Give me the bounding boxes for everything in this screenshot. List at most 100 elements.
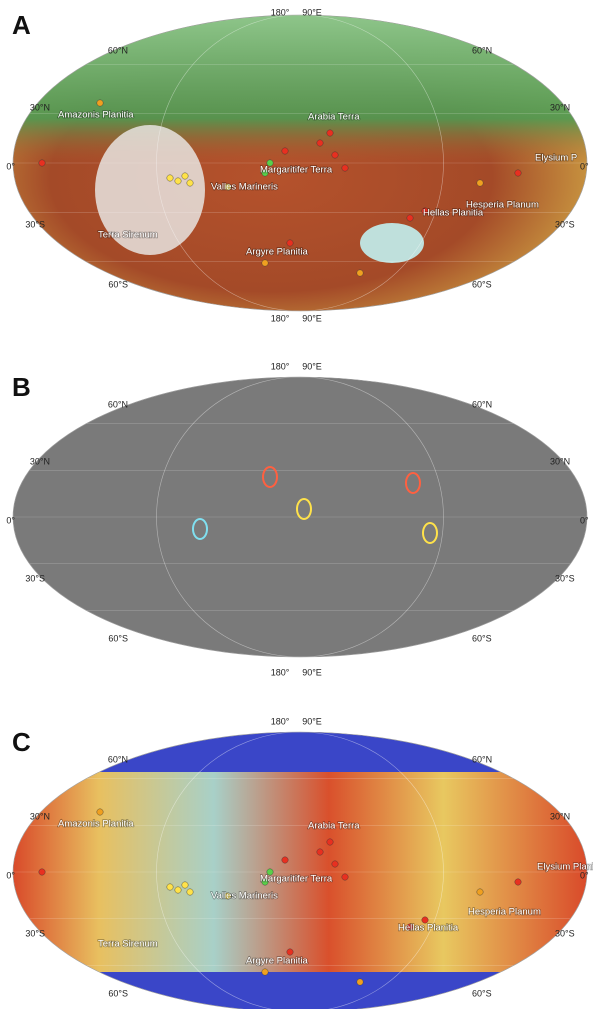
place-label: Elysium Planitia bbox=[537, 862, 593, 873]
grid-label: 30°S bbox=[25, 219, 45, 229]
grid-label: 60°S bbox=[108, 279, 128, 289]
site-dot bbox=[282, 857, 288, 863]
place-label: Margaritifer Terra bbox=[260, 874, 333, 885]
map-panel: B 180° 90°E 60°N 60°N 30°N 30°N 0° 0° 30°S 30°S 60°… bbox=[6, 361, 589, 677]
map bbox=[13, 732, 587, 1009]
grid-label: 90°E bbox=[302, 716, 322, 726]
site-dot bbox=[167, 884, 173, 890]
site-dot bbox=[477, 180, 483, 186]
grid-label: 60°N bbox=[472, 754, 492, 764]
grid-label: 30°N bbox=[30, 811, 50, 821]
grid-label: 0° bbox=[580, 161, 589, 171]
grid-label: 180° bbox=[271, 7, 290, 17]
site-dot bbox=[175, 887, 181, 893]
north-cap bbox=[13, 732, 587, 772]
site-dot bbox=[327, 130, 333, 136]
grid-label: 180° bbox=[271, 361, 290, 371]
figure: A 180° 90°E 60°N 60°N 30°N 30°N 0° 0° 30°S 30°S 60°… bbox=[0, 0, 593, 1009]
place-label: Hesperia Planum bbox=[468, 907, 541, 918]
panel-letter: B bbox=[12, 372, 31, 402]
site-dot bbox=[357, 270, 363, 276]
site-dot bbox=[515, 170, 521, 176]
site-dot bbox=[515, 879, 521, 885]
site-dot bbox=[39, 869, 45, 875]
site-dot bbox=[187, 180, 193, 186]
grid-label: 90°E bbox=[302, 7, 322, 17]
map-panel: A 180° 90°E 60°N 60°N 30°N 30°N 0° 0° 30°S 30°S 60°… bbox=[6, 7, 589, 323]
grid-label: 30°N bbox=[550, 456, 570, 466]
grid-label: 60°N bbox=[108, 754, 128, 764]
grid-label: 30°S bbox=[25, 573, 45, 583]
site-dot bbox=[342, 165, 348, 171]
site-dot bbox=[97, 100, 103, 106]
grid-label: 30°S bbox=[555, 219, 575, 229]
site-dot bbox=[182, 882, 188, 888]
grid-label: 90°E bbox=[302, 313, 322, 323]
grid-label: 60°S bbox=[472, 279, 492, 289]
place-label: Arabia Terra bbox=[308, 821, 360, 832]
site-dot bbox=[175, 178, 181, 184]
south-cap bbox=[13, 972, 587, 1009]
site-dot bbox=[182, 173, 188, 179]
place-label: Argyre Planitia bbox=[246, 956, 308, 967]
grid-label: 30°N bbox=[550, 102, 570, 112]
grid-label: 30°S bbox=[555, 928, 575, 938]
site-dot bbox=[97, 809, 103, 815]
grid-label: 30°N bbox=[30, 102, 50, 112]
place-label: Valles Marineris bbox=[211, 182, 278, 193]
grid-label: 60°N bbox=[108, 45, 128, 55]
grid-label: 180° bbox=[271, 716, 290, 726]
place-label: Argyre Planitia bbox=[246, 247, 308, 258]
place-label: Hellas Planitia bbox=[423, 208, 484, 219]
grid-label: 30°N bbox=[30, 456, 50, 466]
site-dot bbox=[282, 148, 288, 154]
place-label: Valles Marineris bbox=[211, 891, 278, 902]
site-dot bbox=[187, 889, 193, 895]
grid-label: 60°S bbox=[472, 988, 492, 998]
site-dot bbox=[327, 839, 333, 845]
site-dot bbox=[342, 874, 348, 880]
grid-label: 180° bbox=[271, 313, 290, 323]
place-label: Arabia Terra bbox=[308, 112, 360, 123]
grid-label: 0° bbox=[6, 161, 15, 171]
place-label: Hellas Planitia bbox=[398, 923, 459, 934]
site-dot bbox=[262, 260, 268, 266]
grid-label: 0° bbox=[6, 870, 15, 880]
grid-label: 30°S bbox=[555, 573, 575, 583]
map bbox=[13, 15, 587, 311]
site-dot bbox=[287, 240, 293, 246]
place-label: Elysium P bbox=[535, 153, 577, 164]
panel-letter: A bbox=[12, 10, 31, 40]
site-dot bbox=[39, 160, 45, 166]
site-dot bbox=[477, 889, 483, 895]
grid-label: 60°S bbox=[472, 633, 492, 643]
site-dot bbox=[167, 175, 173, 181]
place-label: Amazonis Planitia bbox=[58, 819, 134, 830]
site-dot bbox=[357, 979, 363, 985]
grid-label: 60°N bbox=[472, 399, 492, 409]
grid-label: 0° bbox=[6, 515, 15, 525]
site-dot bbox=[332, 152, 338, 158]
place-label: Margaritifer Terra bbox=[260, 165, 333, 176]
grid-label: 180° bbox=[271, 667, 290, 677]
place-label: Terra Sirenum bbox=[98, 230, 158, 241]
site-dot bbox=[317, 849, 323, 855]
panel-letter: C bbox=[12, 727, 31, 757]
grid-label: 30°S bbox=[25, 928, 45, 938]
hellas bbox=[360, 223, 424, 263]
site-dot bbox=[262, 969, 268, 975]
grid-label: 0° bbox=[580, 515, 589, 525]
grid-label: 60°N bbox=[108, 399, 128, 409]
map-background bbox=[13, 732, 587, 1009]
grid-label: 30°N bbox=[550, 811, 570, 821]
grid-label: 60°N bbox=[472, 45, 492, 55]
site-dot bbox=[407, 215, 413, 221]
grid-label: 90°E bbox=[302, 667, 322, 677]
site-dot bbox=[332, 861, 338, 867]
grid-label: 60°S bbox=[108, 988, 128, 998]
place-label: Amazonis Planitia bbox=[58, 110, 134, 121]
grid-label: 90°E bbox=[302, 361, 322, 371]
map bbox=[13, 377, 587, 657]
site-dot bbox=[317, 140, 323, 146]
